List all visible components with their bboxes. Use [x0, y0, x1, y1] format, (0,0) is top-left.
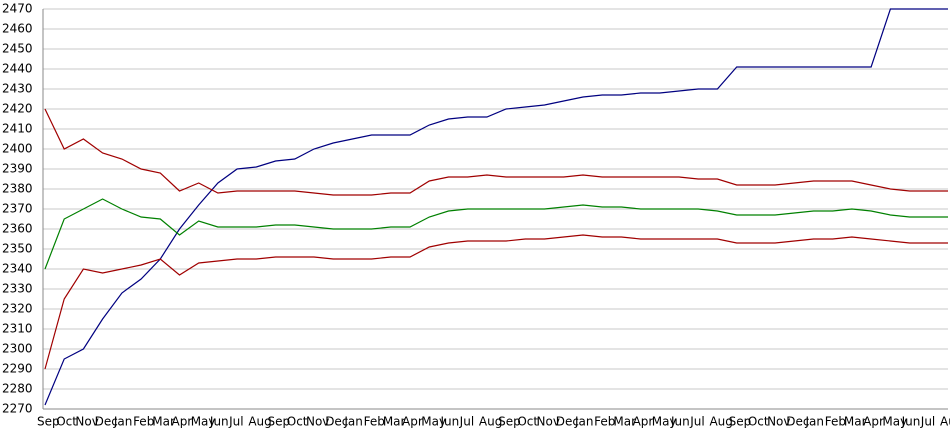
- y-tick-label: 2390: [2, 162, 33, 176]
- x-tick-label: Nov: [537, 415, 560, 429]
- x-tick-label: Apr: [171, 415, 192, 429]
- x-tick-label: Oct: [287, 415, 308, 429]
- x-tick-label: May: [882, 415, 907, 429]
- y-tick-label: 2360: [2, 222, 33, 236]
- x-tick-label: May: [191, 415, 216, 429]
- x-tick-label: Nov: [306, 415, 329, 429]
- x-tick-label: Oct: [748, 415, 769, 429]
- x-tick-label: Apr: [402, 415, 423, 429]
- x-tick-label: Oct: [517, 415, 538, 429]
- x-tick-label: Apr: [863, 415, 884, 429]
- series-line: [44, 234, 948, 370]
- y-tick-label: 2300: [2, 342, 33, 356]
- series-line: [44, 198, 948, 270]
- y-tick-label: 2400: [2, 142, 33, 156]
- x-tick-label: Feb: [364, 415, 385, 429]
- x-tick-label: Jun: [209, 415, 229, 429]
- y-tick-label: 2310: [2, 322, 33, 336]
- x-tick-label: Feb: [594, 415, 615, 429]
- y-tick-label: 2380: [2, 182, 33, 196]
- x-tick-label: Feb: [825, 415, 846, 429]
- y-tick-label: 2430: [2, 82, 33, 96]
- x-tick-label: Jun: [670, 415, 690, 429]
- y-tick-label: 2350: [2, 242, 33, 256]
- y-tick-label: 2440: [2, 62, 33, 76]
- x-tick-label: May: [652, 415, 677, 429]
- x-tick-label: Dec: [325, 415, 348, 429]
- series-line: [44, 8, 948, 406]
- x-tick-label: Jan: [113, 415, 133, 429]
- x-tick-label: Sep: [729, 415, 752, 429]
- x-tick-label: Sep: [37, 415, 60, 429]
- x-tick-label: Nov: [75, 415, 98, 429]
- x-tick-label: Jul: [920, 415, 935, 429]
- x-tick-label: Apr: [633, 415, 654, 429]
- y-tick-label: 2270: [2, 402, 33, 416]
- y-tick-label: 2410: [2, 122, 33, 136]
- x-tick-label: Nov: [767, 415, 790, 429]
- x-tick-label: Sep: [268, 415, 291, 429]
- y-tick-label: 2280: [2, 382, 33, 396]
- x-tick-label: Aug: [709, 415, 732, 429]
- x-tick-label: May: [421, 415, 446, 429]
- y-tick-label: 2320: [2, 302, 33, 316]
- x-tick-label: Jun: [901, 415, 921, 429]
- series-line: [44, 108, 948, 196]
- x-tick-label: Jan: [574, 415, 594, 429]
- y-tick-label: 2330: [2, 282, 33, 296]
- y-tick-label: 2420: [2, 102, 33, 116]
- y-tick-label: 2340: [2, 262, 33, 276]
- x-tick-label: Sep: [498, 415, 521, 429]
- x-tick-label: Aug: [248, 415, 271, 429]
- x-tick-label: Jan: [805, 415, 825, 429]
- x-tick-label: Dec: [95, 415, 118, 429]
- y-tick-label: 2470: [2, 2, 33, 16]
- y-tick-label: 2460: [2, 22, 33, 36]
- x-tick-label: Dec: [556, 415, 579, 429]
- x-tick-label: Jul: [459, 415, 474, 429]
- x-tick-label: Oct: [56, 415, 77, 429]
- x-tick-label: Feb: [133, 415, 154, 429]
- x-tick-label: Aug: [940, 415, 950, 429]
- x-tick-label: Mar: [844, 415, 867, 429]
- x-tick-label: Dec: [786, 415, 809, 429]
- x-tick-label: Jul: [689, 415, 704, 429]
- x-tick-label: Jun: [439, 415, 459, 429]
- x-tick-label: Jul: [228, 415, 243, 429]
- y-tick-label: 2290: [2, 362, 33, 376]
- x-tick-label: Mar: [152, 415, 175, 429]
- x-tick-label: Jan: [343, 415, 363, 429]
- y-tick-label: 2450: [2, 42, 33, 56]
- x-tick-label: Mar: [613, 415, 636, 429]
- x-tick-label: Aug: [479, 415, 502, 429]
- x-tick-label: Mar: [383, 415, 406, 429]
- y-tick-label: 2370: [2, 202, 33, 216]
